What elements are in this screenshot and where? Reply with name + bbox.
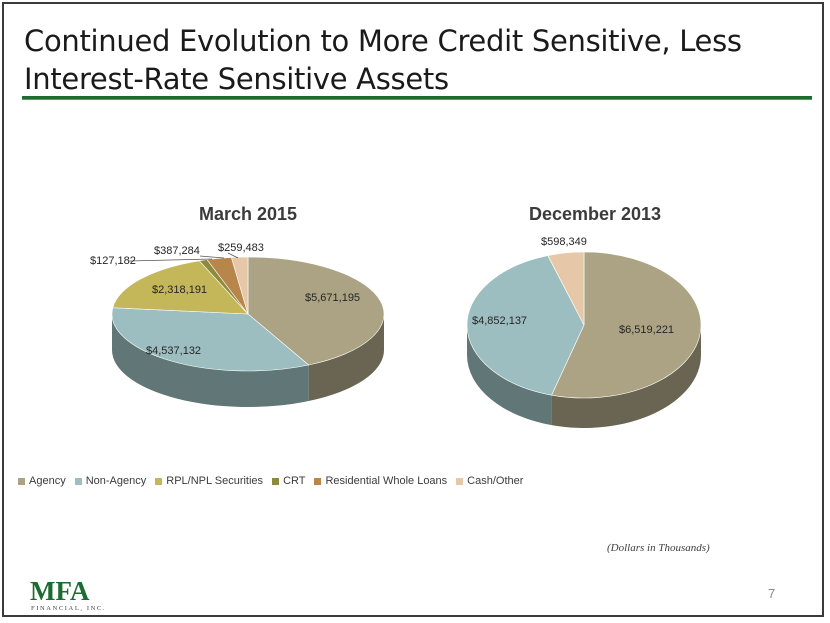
data-label-cash-other: $259,483 — [218, 242, 264, 254]
chart-legend: Agency Non-Agency RPL/NPL Securities CRT Res… — [18, 475, 532, 487]
data-label-agency: $6,519,221 — [619, 324, 674, 336]
legend-label: RPL/NPL Securities — [166, 475, 264, 487]
data-label-residential-whole-loans: $387,284 — [154, 245, 200, 257]
data-label-agency: $5,671,195 — [305, 292, 360, 304]
pie-side-agency — [551, 325, 701, 428]
pie-side-non-agency — [467, 325, 552, 426]
legend-swatch — [155, 477, 163, 485]
leader-line-residential-whole-loans — [199, 255, 225, 259]
legend-label: Non-Agency — [85, 475, 147, 487]
mfa-logo: MFA FINANCIAL, INC. — [30, 576, 106, 612]
leader-line-crt — [128, 258, 213, 262]
legend-item-crt: CRT — [272, 475, 305, 487]
pie-side-non-agency — [112, 314, 309, 407]
legend-swatch — [74, 477, 82, 485]
data-label-non-agency: $4,852,137 — [472, 315, 527, 327]
slide-frame — [2, 2, 824, 617]
legend-label: Residential Whole Loans — [325, 475, 448, 487]
legend-label: Agency — [29, 475, 66, 487]
title-underline-light — [22, 99, 812, 100]
pie-slice-rpl-npl-securities — [112, 260, 249, 315]
data-label-crt: $127,182 — [90, 255, 136, 267]
legend-swatch — [272, 477, 280, 485]
data-label-cash-other: $598,349 — [541, 236, 587, 248]
legend-swatch — [456, 477, 464, 485]
title-underline — [22, 96, 812, 99]
pie-slice-agency — [551, 251, 702, 399]
legend-swatch — [18, 477, 25, 485]
legend-item-rpl-npl-securities: RPL/NPL Securities — [155, 475, 263, 487]
pie-december-2013: $6,519,221 $4,852,137 $598,349 — [466, 236, 702, 428]
logo-text: MFA — [30, 576, 90, 606]
legend-item-non-agency: Non-Agency — [74, 475, 147, 487]
pie-slice-cash-other — [230, 256, 249, 315]
legend-label: Cash/Other — [467, 475, 524, 487]
pie-slice-non-agency — [466, 255, 585, 396]
legend-swatch — [314, 477, 322, 485]
data-label-rpl-npl-securities: $2,318,191 — [152, 284, 207, 296]
page-number: 7 — [768, 586, 776, 601]
data-label-non-agency: $4,537,132 — [146, 345, 201, 357]
pie-side-agency — [308, 314, 384, 402]
pie-slice-cash-other — [547, 251, 585, 326]
legend-item-cash-other: Cash/Other — [456, 475, 523, 487]
slide-title: Continued Evolution to More Credit Sensi… — [24, 24, 742, 96]
pie-slice-non-agency — [111, 307, 310, 372]
chart-title-march-2015: March 2015 — [198, 204, 298, 224]
legend-item-residential-whole-loans: Residential Whole Loans — [314, 475, 447, 487]
pie-slice-agency — [247, 256, 385, 366]
leader-line-cash-other — [227, 252, 239, 259]
legend-item-agency: Agency — [18, 475, 66, 487]
legend-label: CRT — [283, 475, 306, 487]
logo-subtext: FINANCIAL, INC. — [31, 605, 106, 612]
chart-title-december-2013: December 2013 — [528, 204, 662, 224]
pie-march-2015: $5,671,195 $4,537,132 $2,318,191 $127,182 $3… — [90, 242, 385, 407]
units-note: (Dollars in Thousands) — [607, 542, 710, 554]
